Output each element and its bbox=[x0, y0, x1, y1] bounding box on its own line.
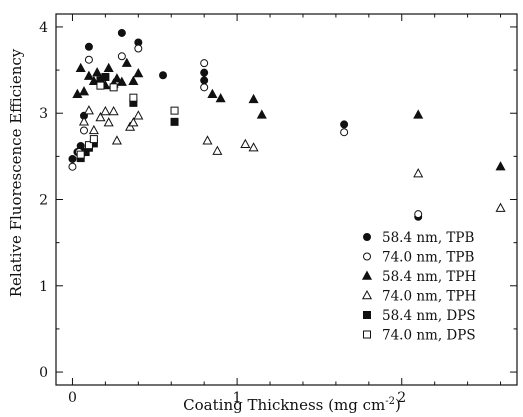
data-point-circle-open bbox=[200, 59, 209, 68]
data-point-circle-filled bbox=[68, 154, 77, 163]
data-point-circle-filled bbox=[340, 120, 349, 129]
data-point-square-open bbox=[170, 106, 179, 115]
legend-label: 74.0 nm, TPB bbox=[382, 250, 475, 266]
data-point-square-filled bbox=[101, 72, 110, 81]
data-point-triangle-filled bbox=[75, 62, 86, 73]
legend-marker bbox=[363, 233, 371, 241]
data-point-triangle-open bbox=[495, 202, 506, 212]
data-point-circle-open bbox=[68, 162, 77, 171]
data-point-triangle-open bbox=[100, 105, 111, 116]
y-tick-label: 3 bbox=[39, 106, 48, 122]
x-axis-label-superscript: -2 bbox=[385, 396, 395, 407]
data-point-triangle-filled bbox=[128, 75, 139, 85]
data-point-triangle-open bbox=[83, 105, 94, 115]
series-2 bbox=[72, 57, 506, 171]
x-axis-label-main: Coating Thickness (mg cm bbox=[183, 396, 385, 414]
data-point-circle-filled bbox=[200, 68, 209, 77]
y-tick-label: 0 bbox=[39, 365, 48, 381]
y-tick-label: 1 bbox=[39, 279, 48, 295]
data-point-triangle-open bbox=[95, 111, 106, 122]
data-point-square-open bbox=[129, 93, 138, 102]
data-point-circle-filled bbox=[200, 76, 209, 85]
data-point-triangle-open bbox=[133, 110, 144, 120]
data-point-triangle-filled bbox=[116, 76, 127, 86]
series-5 bbox=[76, 81, 179, 159]
legend-item: 58.4 nm, DPS bbox=[363, 308, 476, 324]
legend-marker bbox=[361, 270, 373, 280]
data-point-circle-filled bbox=[84, 42, 93, 51]
x-axis-label: Coating Thickness (mg cm-2) bbox=[183, 396, 401, 414]
data-point-triangle-open bbox=[128, 117, 139, 127]
data-point-square-open bbox=[89, 135, 98, 144]
data-point-square-open bbox=[109, 83, 118, 92]
data-point-circle-filled bbox=[159, 71, 168, 80]
series-1 bbox=[68, 44, 423, 219]
legend-item: 74.0 nm, TPB bbox=[363, 250, 475, 266]
data-point-triangle-filled bbox=[248, 93, 259, 104]
data-point-square-open bbox=[76, 150, 85, 159]
data-point-triangle-filled bbox=[92, 67, 103, 77]
data-point-circle-open bbox=[134, 44, 143, 53]
legend-marker bbox=[363, 311, 371, 319]
x-tick-label: 0 bbox=[68, 390, 77, 406]
data-point-circle-open bbox=[84, 55, 93, 64]
y-axis-label: Relative Fluorescence Efficiency bbox=[7, 48, 25, 297]
legend-label: 58.4 nm, TPB bbox=[382, 230, 475, 246]
data-point-circle-open bbox=[200, 83, 209, 92]
data-point-circle-filled bbox=[117, 28, 126, 37]
legend: 58.4 nm, TPB 74.0 nm, TPB 58.4 nm, TPH 74.0… bbox=[361, 230, 477, 344]
data-point-circle-open bbox=[340, 128, 349, 137]
data-point-triangle-filled bbox=[83, 70, 94, 80]
data-point-triangle-filled bbox=[111, 73, 122, 83]
data-point-triangle-open bbox=[202, 135, 213, 145]
y-tick-label: 4 bbox=[39, 20, 48, 36]
data-point-triangle-filled bbox=[72, 88, 83, 98]
data-point-triangle-filled bbox=[121, 57, 132, 67]
data-point-triangle-filled bbox=[413, 109, 424, 119]
ticks: 0 1 2 0 1 2 3 4 bbox=[39, 14, 517, 406]
series-3 bbox=[78, 105, 506, 212]
data-point-square-open bbox=[84, 141, 93, 150]
data-point-triangle-filled bbox=[256, 109, 267, 119]
data-point-triangle-filled bbox=[215, 93, 226, 103]
legend-marker bbox=[363, 252, 371, 261]
data-point-triangle-filled bbox=[133, 67, 144, 78]
x-axis-label-close: ) bbox=[395, 396, 401, 414]
legend-label: 58.4 nm, DPS bbox=[382, 308, 476, 324]
data-point-triangle-open bbox=[240, 138, 251, 148]
data-point-triangle-open bbox=[88, 124, 99, 135]
legend-marker bbox=[361, 289, 373, 300]
data-point-circle-open bbox=[117, 52, 126, 61]
legend-item: 74.0 nm, TPH bbox=[361, 289, 477, 305]
data-point-triangle-open bbox=[248, 142, 259, 152]
data-point-triangle-open bbox=[212, 145, 223, 155]
legend-marker bbox=[363, 330, 371, 339]
data-point-circle-open bbox=[79, 126, 88, 135]
data-point-triangle-open bbox=[111, 135, 122, 145]
data-point-triangle-open bbox=[413, 168, 424, 178]
data-point-triangle-open bbox=[78, 116, 90, 126]
data-point-triangle-filled bbox=[495, 161, 506, 171]
data-point-triangle-filled bbox=[88, 75, 99, 85]
legend-label: 58.4 nm, TPH bbox=[382, 269, 477, 285]
y-tick-label: 2 bbox=[39, 193, 48, 209]
legend-item: 58.4 nm, TPB bbox=[363, 230, 475, 246]
data-point-square-open bbox=[96, 81, 105, 90]
data-point-square-filled bbox=[170, 117, 179, 126]
data-points bbox=[68, 28, 506, 221]
legend-item: 58.4 nm, TPH bbox=[361, 269, 477, 285]
data-point-triangle-filled bbox=[207, 88, 218, 98]
legend-item: 74.0 nm, DPS bbox=[363, 328, 476, 344]
data-point-triangle-filled bbox=[103, 62, 114, 73]
legend-label: 74.0 nm, TPH bbox=[382, 289, 477, 305]
x-tick-label: 1 bbox=[233, 390, 242, 406]
legend-label: 74.0 nm, DPS bbox=[382, 328, 476, 344]
data-point-triangle-open bbox=[103, 117, 114, 127]
data-point-circle-open bbox=[414, 210, 423, 219]
data-point-triangle-open bbox=[108, 105, 119, 116]
data-point-triangle-filled bbox=[78, 86, 90, 96]
x-tick-label: 2 bbox=[397, 390, 406, 406]
